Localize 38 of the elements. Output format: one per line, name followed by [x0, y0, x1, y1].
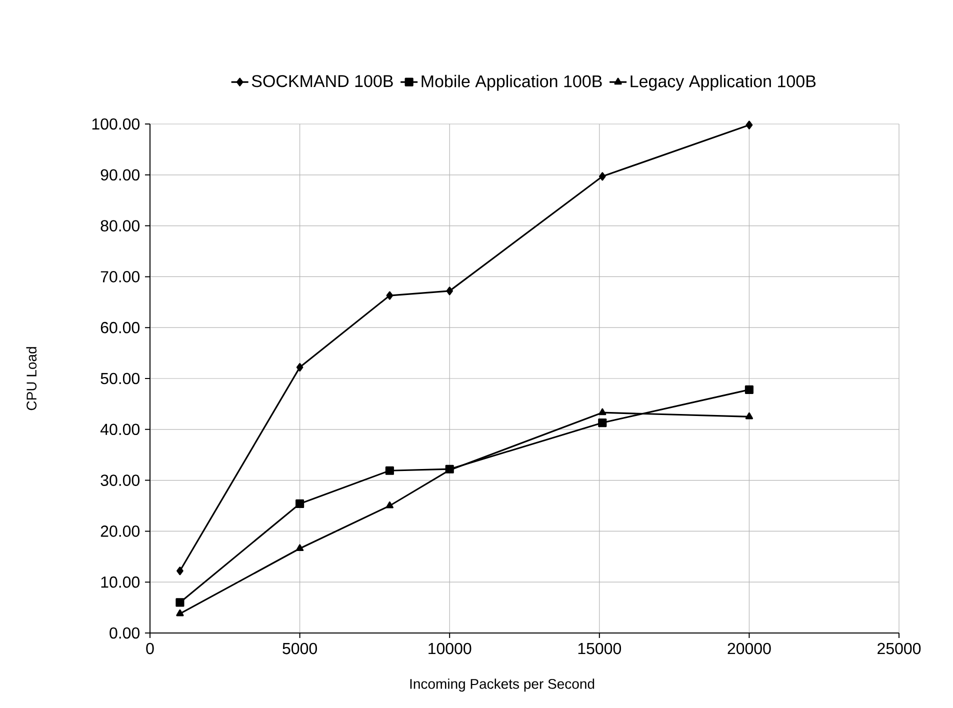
- point: [176, 566, 184, 576]
- point: [386, 501, 394, 508]
- y-tick-label: 10.00: [101, 576, 140, 588]
- x-tick-label: 15000: [578, 642, 622, 654]
- point: [746, 120, 753, 130]
- y-tick-label: 70.00: [100, 271, 140, 282]
- x-axis-title: Incoming Packets per Second: [410, 678, 594, 692]
- point: [598, 408, 606, 416]
- point: [176, 609, 184, 616]
- y-tick-label: 0.00: [110, 627, 140, 639]
- x-tick-label: 20000: [728, 642, 771, 654]
- legend-label: SOCKMAND 100B: [252, 75, 393, 88]
- legend-label: Mobile Application 100B: [422, 74, 602, 91]
- point: [386, 291, 394, 300]
- y-axis-title: CPU Load: [26, 347, 37, 410]
- y-tick-label: 20.00: [100, 526, 140, 537]
- x-tick-label: 0: [146, 642, 154, 654]
- legend-label: Legacy Application 100B: [630, 74, 816, 91]
- point: [744, 385, 754, 394]
- x-tick-label: 25000: [878, 642, 921, 654]
- point: [296, 544, 304, 552]
- point: [385, 466, 394, 475]
- y-tick-label: 30.00: [100, 474, 140, 486]
- y-tick-label: 60.00: [100, 322, 140, 334]
- x-tick-label: 5000: [282, 642, 317, 654]
- point: [745, 412, 754, 420]
- x-tick-label: 10000: [428, 642, 472, 654]
- y-tick-label: 100.00: [92, 118, 140, 130]
- y-tick-label: 90.00: [100, 169, 140, 181]
- point: [296, 363, 304, 372]
- point: [296, 499, 304, 508]
- y-tick-label: 40.00: [100, 424, 140, 436]
- point: [598, 172, 606, 181]
- point: [176, 598, 184, 607]
- y-tick-label: 80.00: [100, 220, 140, 232]
- point: [446, 286, 454, 296]
- point: [598, 418, 607, 428]
- y-tick-label: 50.00: [100, 372, 140, 384]
